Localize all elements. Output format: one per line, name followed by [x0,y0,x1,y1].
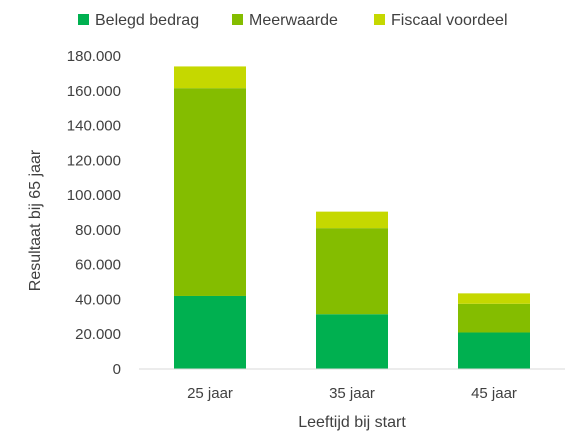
bar-segment-meerwaarde [174,88,246,296]
bar-segment-meerwaarde [316,228,388,315]
bar-segment-fiscaal-voordeel [174,66,246,89]
y-tick-label: 180.000 [67,48,121,65]
legend-swatch [374,14,385,25]
bars [174,66,530,369]
legend-swatch [78,14,89,25]
y-tick-label: 140.000 [67,118,121,135]
y-tick-label: 160.000 [67,83,121,100]
x-tick-label: 35 jaar [329,385,375,402]
y-tick-label: 100.000 [67,187,121,204]
x-axis-title: Leeftijd bij start [298,414,406,431]
y-tick-label: 20.000 [75,326,121,343]
bar-segment-fiscaal-voordeel [458,293,530,304]
legend-label: Belegd bedrag [95,12,199,29]
y-tick-label: 40.000 [75,291,121,308]
legend-label: Fiscaal voordeel [391,12,508,29]
y-tick-label: 0 [113,361,121,378]
y-axis-ticks: 0 20.000 40.000 60.000 80.000 100.000 120.000 1… [67,48,121,378]
x-tick-label: 45 jaar [471,385,517,402]
bar-segment-meerwaarde [458,303,530,333]
bar-segment-belegd-bedrag [174,295,246,369]
y-axis-title: Resultaat bij 65 jaar [27,149,44,291]
x-axis-ticks: 25 jaar 35 jaar 45 jaar [187,385,517,402]
bar-segment-fiscaal-voordeel [316,211,388,229]
legend: Belegd bedrag Meerwaarde Fiscaal voordeel [78,12,508,29]
legend-label: Meerwaarde [249,12,338,29]
y-tick-label: 80.000 [75,222,121,239]
legend-swatch [232,14,243,25]
x-tick-label: 25 jaar [187,385,233,402]
y-tick-label: 60.000 [75,257,121,274]
bar-segment-belegd-bedrag [458,332,530,369]
bar-segment-belegd-bedrag [316,314,388,369]
y-tick-label: 120.000 [67,152,121,169]
